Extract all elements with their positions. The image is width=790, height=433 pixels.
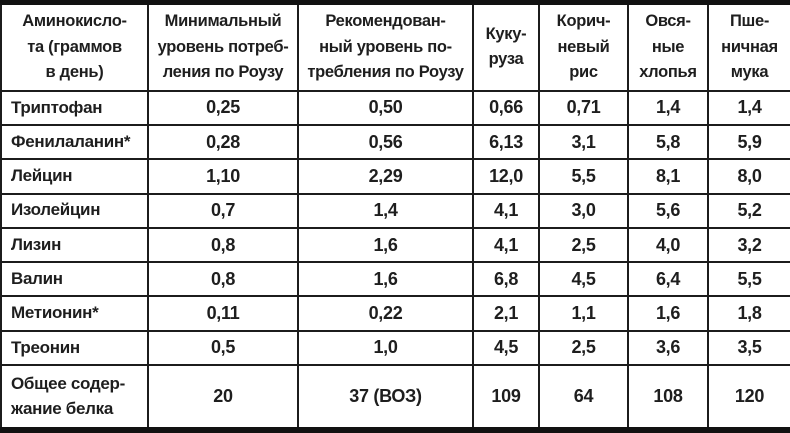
table-cell: 2,5 (538, 329, 629, 367)
table-cell: 8,1 (627, 158, 709, 195)
table-row-total-protein: Общее содер- жание белка 20 37 (ВОЗ) 109… (0, 364, 790, 433)
table-cell: 5,8 (627, 123, 709, 161)
table-cell: 1,10 (147, 158, 299, 195)
table-row: Лейцин 1,10 2,29 12,0 5,5 8,1 8,0 (0, 158, 790, 195)
table-cell: 0,11 (147, 295, 299, 332)
table-cell: 3,2 (707, 226, 790, 264)
table-cell: 3,6 (627, 329, 709, 367)
table-cell: 0,66 (472, 89, 540, 126)
column-header-brown-rice: Корич- невый рис (538, 0, 629, 92)
row-label: Валин (0, 261, 149, 298)
column-header-corn: Куку- руза (472, 0, 540, 92)
table-cell: 108 (627, 364, 709, 433)
table-cell: 0,71 (538, 89, 629, 126)
table-cell: 5,5 (707, 261, 790, 298)
table-row: Лизин 0,8 1,6 4,1 2,5 4,0 3,2 (0, 226, 790, 264)
table-cell: 1,8 (707, 295, 790, 332)
row-label: Метионин* (0, 295, 149, 332)
table-cell: 2,5 (538, 226, 629, 264)
table-cell: 0,7 (147, 192, 299, 229)
table-cell: 5,9 (707, 123, 790, 161)
table-cell: 0,56 (297, 123, 474, 161)
table-cell: 0,50 (297, 89, 474, 126)
row-label: Лейцин (0, 158, 149, 195)
table-cell: 2,1 (472, 295, 540, 332)
table-cell: 0,25 (147, 89, 299, 126)
table-cell: 1,4 (627, 89, 709, 126)
table-cell: 3,1 (538, 123, 629, 161)
table-cell: 6,8 (472, 261, 540, 298)
table-cell: 4,5 (538, 261, 629, 298)
table-cell: 4,1 (472, 226, 540, 264)
column-header-min-level: Минимальный уровень потреб- ления по Роу… (147, 0, 299, 92)
table-cell: 12,0 (472, 158, 540, 195)
table-cell: 1,0 (297, 329, 474, 367)
table-row: Треонин 0,5 1,0 4,5 2,5 3,6 3,5 (0, 329, 790, 367)
column-header-wheat-flour: Пше- ничная мука (707, 0, 790, 92)
row-label: Лизин (0, 226, 149, 264)
table-row: Метионин* 0,11 0,22 2,1 1,1 1,6 1,8 (0, 295, 790, 332)
table-cell: 5,5 (538, 158, 629, 195)
table-cell: 109 (472, 364, 540, 433)
table-cell: 5,2 (707, 192, 790, 229)
table-cell: 6,4 (627, 261, 709, 298)
table-cell: 37 (ВОЗ) (297, 364, 474, 433)
table-cell: 4,1 (472, 192, 540, 229)
table-cell: 6,13 (472, 123, 540, 161)
table-row: Фенилаланин* 0,28 0,56 6,13 3,1 5,8 5,9 (0, 123, 790, 161)
table-cell: 1,1 (538, 295, 629, 332)
table-row: Триптофан 0,25 0,50 0,66 0,71 1,4 1,4 (0, 89, 790, 126)
table-cell: 0,8 (147, 261, 299, 298)
table-cell: 1,6 (297, 261, 474, 298)
table-row: Изолейцин 0,7 1,4 4,1 3,0 5,6 5,2 (0, 192, 790, 229)
table-cell: 64 (538, 364, 629, 433)
table-cell: 4,5 (472, 329, 540, 367)
table-cell: 0,22 (297, 295, 474, 332)
table-cell: 3,0 (538, 192, 629, 229)
table-row: Валин 0,8 1,6 6,8 4,5 6,4 5,5 (0, 261, 790, 298)
row-label: Общее содер- жание белка (0, 364, 149, 433)
table-cell: 1,4 (707, 89, 790, 126)
table-cell: 120 (707, 364, 790, 433)
column-header-recommended-level: Рекомендован- ный уровень по- требления … (297, 0, 474, 92)
table-cell: 0,5 (147, 329, 299, 367)
row-label: Триптофан (0, 89, 149, 126)
table-cell: 1,6 (297, 226, 474, 264)
table-cell: 8,0 (707, 158, 790, 195)
table-cell: 1,6 (627, 295, 709, 332)
table-cell: 1,4 (297, 192, 474, 229)
column-header-oat-flakes: Овся- ные хлопья (627, 0, 709, 92)
header-row: Аминокисло- та (граммов в день) Минималь… (0, 0, 790, 92)
table-cell: 4,0 (627, 226, 709, 264)
table-cell: 5,6 (627, 192, 709, 229)
table-cell: 3,5 (707, 329, 790, 367)
row-label: Треонин (0, 329, 149, 367)
table-cell: 2,29 (297, 158, 474, 195)
table-cell: 0,8 (147, 226, 299, 264)
table-cell: 0,28 (147, 123, 299, 161)
column-header-amino-acid: Аминокисло- та (граммов в день) (0, 0, 149, 92)
row-label: Фенилаланин* (0, 123, 149, 161)
table-cell: 20 (147, 364, 299, 433)
row-label: Изолейцин (0, 192, 149, 229)
